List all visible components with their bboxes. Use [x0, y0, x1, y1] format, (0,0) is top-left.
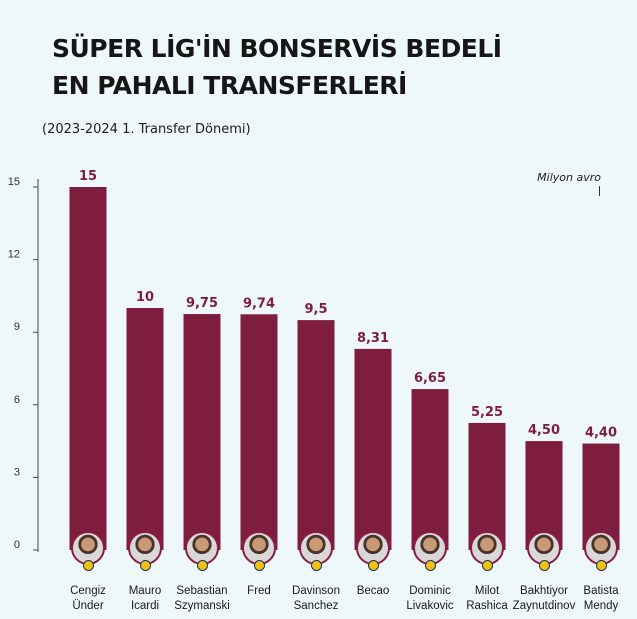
bar — [354, 348, 392, 550]
x-category-label: Mauro Icardi — [110, 584, 180, 614]
club-badge-icon — [596, 560, 607, 571]
club-badge-icon — [311, 560, 322, 571]
bar-value-label: 15 — [79, 169, 97, 184]
x-category-label-line: Cengiz — [70, 585, 106, 597]
bar-value-label: 4,40 — [585, 426, 617, 441]
club-badge-icon — [197, 560, 208, 571]
unit-label: Milyon avro — [537, 171, 601, 184]
x-category-label-line: Davinson — [292, 585, 340, 597]
club-badge-icon — [482, 560, 493, 571]
chart-title: SÜPER LİG'İN BONSERVİS BEDELİ EN PAHALI … — [52, 30, 612, 104]
y-tick-label: 3 — [14, 466, 20, 478]
player-photo — [356, 531, 390, 565]
bar-value-label: 8,31 — [357, 331, 389, 346]
bar-value-label: 10 — [136, 290, 154, 305]
y-tick-label: 6 — [14, 394, 20, 406]
club-badge-icon — [539, 560, 550, 571]
x-category-label-line: Becao — [356, 585, 390, 597]
chart-title-line-2: EN PAHALI TRANSFERLERİ — [52, 71, 407, 100]
y-tick-label: 12 — [8, 249, 20, 261]
club-badge-icon — [83, 560, 94, 571]
bar — [240, 314, 278, 550]
x-category-label: Becao — [338, 584, 408, 599]
x-category-label-line: Mauro — [128, 585, 162, 597]
x-category-label: Fred — [224, 584, 294, 599]
x-category-label-line: Ünder — [72, 600, 104, 612]
bar — [69, 187, 107, 550]
x-category-label: Milot Rashica — [452, 584, 522, 614]
x-category-label-line: Milot — [474, 585, 500, 597]
club-badge-icon — [368, 560, 379, 571]
x-category-label-line: Sanchez — [293, 600, 339, 612]
bar — [126, 308, 164, 550]
bar-value-label: 4,50 — [528, 423, 560, 438]
y-tick-label: 15 — [8, 176, 20, 188]
x-category-label-line: Mendy — [583, 600, 619, 612]
x-category-label-line: Fred — [247, 585, 271, 597]
bar-value-label: 9,74 — [243, 296, 275, 311]
x-category-label: Bakhtiyor Zaynutdinov — [509, 584, 579, 614]
bar — [468, 422, 506, 550]
unit-tick-mark — [599, 186, 600, 196]
player-photo — [242, 531, 276, 565]
bar-value-label: 6,65 — [414, 371, 446, 386]
x-category-label-line: Dominic — [409, 585, 451, 597]
club-badge-icon — [425, 560, 436, 571]
x-category-label-line: Sebastian — [176, 585, 228, 597]
x-category-label-line: Bakhtiyor — [520, 585, 568, 597]
x-category-label-line: Livakovic — [406, 600, 454, 612]
x-category-label-line: Batista — [583, 585, 619, 597]
bar-value-label: 9,5 — [304, 302, 327, 317]
x-category-label-line: Szymanski — [174, 600, 230, 612]
x-category-label: Batista Mendy — [566, 584, 636, 614]
chart-title-line-1: SÜPER LİG'İN BONSERVİS BEDELİ — [52, 34, 502, 63]
bar — [183, 314, 221, 550]
x-category-label: Dominic Livakovic — [395, 584, 465, 614]
x-category-label: Sebastian Szymanski — [167, 584, 237, 614]
y-tick-label: 0 — [14, 539, 20, 551]
chart-subtitle: (2023-2024 1. Transfer Dönemi) — [42, 122, 251, 137]
x-category-label-line: Zaynutdinov — [512, 600, 576, 612]
y-tick-label: 9 — [14, 321, 20, 333]
x-category-label: Cengiz Ünder — [53, 584, 123, 614]
club-badge-icon — [254, 560, 265, 571]
x-category-label-line: Rashica — [466, 600, 508, 612]
bar-value-label: 9,75 — [186, 296, 218, 311]
x-category-label: Davinson Sanchez — [281, 584, 351, 614]
bar — [297, 320, 335, 550]
club-badge-icon — [140, 560, 151, 571]
x-category-label-line: Icardi — [130, 600, 160, 612]
bar-value-label: 5,25 — [471, 405, 503, 420]
bar — [411, 389, 449, 550]
